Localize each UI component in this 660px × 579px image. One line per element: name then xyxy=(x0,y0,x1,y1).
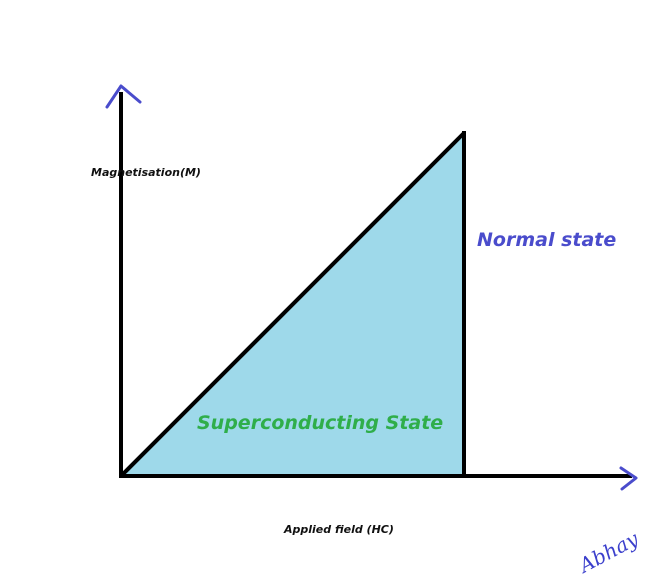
y-axis-label: Magnetisation(M) xyxy=(91,166,201,179)
y-axis-arrowhead-icon xyxy=(105,84,142,109)
superconducting-state-label: Superconducting State xyxy=(197,412,443,434)
signature: Abhay xyxy=(573,526,643,578)
svg-text:Abhay: Abhay xyxy=(573,526,643,578)
x-axis-label: Applied field (HC) xyxy=(283,523,394,536)
magnetisation-line xyxy=(119,131,466,478)
normal-state-label: Normal state xyxy=(477,229,616,251)
x-axis-arrowhead-icon xyxy=(619,466,638,491)
